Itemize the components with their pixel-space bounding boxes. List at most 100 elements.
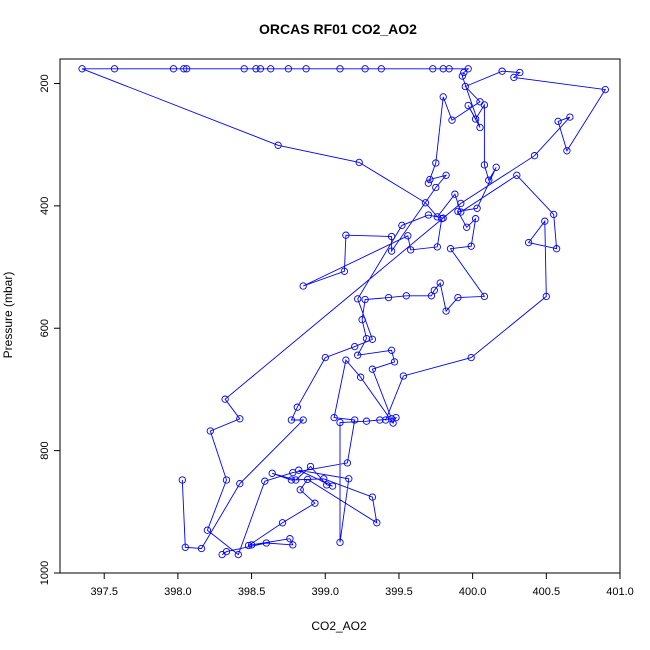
data-point: [256, 65, 265, 73]
data-point: [222, 476, 231, 484]
data-point: [354, 295, 362, 303]
data-point: [373, 519, 381, 527]
data-point: [284, 65, 293, 73]
data-point: [293, 403, 301, 411]
data-point: [222, 547, 231, 556]
data-point: [554, 117, 562, 126]
data-point: [432, 159, 440, 167]
x-tick-label: 400.5: [533, 586, 561, 598]
data-point: [252, 65, 260, 73]
x-tick-label: 399.0: [311, 586, 339, 598]
data-point: [392, 413, 400, 422]
data-point: [476, 123, 484, 132]
data-point: [336, 418, 344, 427]
data-point: [368, 493, 377, 501]
data-point: [336, 65, 344, 73]
data-point: [550, 210, 558, 219]
data-point: [445, 65, 453, 73]
data-point: [197, 544, 206, 553]
data-point: [426, 175, 434, 184]
data-point: [321, 353, 329, 362]
data-point: [552, 245, 561, 253]
data-point: [464, 65, 472, 73]
data-point: [267, 65, 275, 73]
data-point: [439, 214, 447, 222]
y-tick-label: 200: [39, 74, 51, 92]
data-point: [320, 475, 328, 483]
data-point: [516, 68, 524, 77]
data-point: [169, 65, 178, 73]
data-point: [407, 246, 415, 254]
data-point: [427, 292, 436, 300]
data-point: [439, 65, 447, 73]
data-point: [542, 292, 550, 301]
x-tick-label: 398.5: [238, 586, 266, 598]
data-point: [424, 211, 433, 219]
data-point: [289, 468, 297, 477]
data-point: [424, 179, 433, 187]
chart-title: ORCAS RF01 CO2_AO2: [259, 21, 417, 37]
y-axis: 200 400 600 800 1000: [39, 74, 60, 585]
data-point: [286, 535, 294, 543]
data-point: [261, 477, 269, 485]
data-point: [345, 475, 353, 483]
y-axis-label: Pressure (mbar): [1, 272, 15, 359]
data-point: [457, 208, 465, 216]
x-tick-label: 401.0: [606, 586, 634, 598]
x-tick-label: 400.0: [459, 586, 487, 598]
data-point: [382, 416, 390, 424]
data-point: [178, 476, 186, 484]
data-point: [343, 459, 352, 467]
data-point: [296, 486, 304, 494]
data-point: [183, 65, 191, 73]
data-point: [451, 190, 459, 198]
data-point: [480, 161, 489, 169]
data-point: [221, 395, 229, 403]
data-point: [404, 232, 412, 240]
data-point: [377, 65, 385, 73]
data-point: [471, 115, 480, 123]
data-point: [351, 342, 359, 351]
data-point: [355, 158, 363, 167]
y-tick-label: 800: [39, 441, 51, 459]
data-point: [180, 65, 188, 73]
data-point: [262, 539, 270, 547]
data-point: [563, 147, 571, 155]
data-point: [278, 519, 287, 527]
data-point: [398, 221, 406, 230]
data-point: [287, 416, 296, 424]
data-point: [376, 416, 384, 424]
y-tick-label: 400: [39, 197, 51, 215]
data-point: [476, 98, 484, 106]
data-point: [240, 65, 248, 73]
data-point: [460, 68, 468, 77]
data-point: [244, 541, 253, 550]
y-tick-label: 1000: [39, 561, 51, 585]
data-point: [311, 499, 319, 507]
data-point: [387, 247, 396, 255]
x-axis-label: CO2_AO2: [311, 619, 367, 633]
data-point: [458, 72, 466, 80]
data-point: [430, 286, 438, 294]
data-point: [289, 541, 297, 549]
data-point: [467, 242, 475, 250]
data-point: [368, 365, 377, 373]
series-layer: [78, 65, 609, 559]
data-point: [340, 267, 349, 275]
data-point: [442, 307, 450, 315]
data-point: [356, 373, 365, 381]
data-point: [236, 480, 244, 488]
data-point: [299, 416, 307, 424]
data-point: [461, 82, 469, 91]
data-point: [287, 476, 296, 484]
data-point: [387, 232, 396, 241]
data-point: [442, 171, 450, 179]
data-point: [206, 427, 214, 435]
plot-frame: [59, 58, 621, 574]
data-point: [432, 183, 440, 192]
data-point: [78, 65, 86, 73]
data-point: [302, 65, 310, 73]
data-point: [247, 541, 256, 549]
data-point: [566, 113, 574, 121]
